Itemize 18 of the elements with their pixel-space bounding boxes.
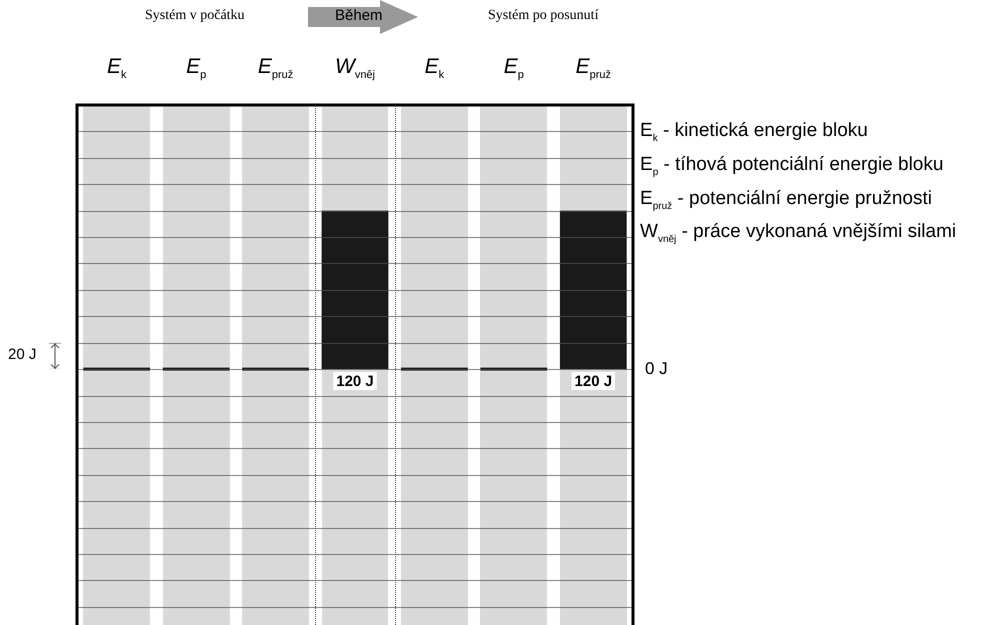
x-tick-label: W$_{vněj}$ <box>334 55 376 82</box>
text: 0 J <box>645 359 668 380</box>
data-label: 120 J <box>336 373 374 390</box>
text: E$_{k}$ - kinetická energie bloku <box>640 119 869 146</box>
text: Systém po posunutí <box>488 8 598 24</box>
text: 20 J <box>8 346 36 363</box>
x-tick-label: E$_{p}$ <box>502 55 525 82</box>
x-tick-label: E$_{pruž}$ <box>256 55 294 82</box>
x-tick-label: E$_{pruž}$ <box>574 55 612 82</box>
x-tick-label: E$_{p}$ <box>185 55 208 82</box>
text: E$_{pruž}$ - potenciální energie pružnosti <box>640 186 933 214</box>
data-label: 120 J <box>574 373 612 390</box>
text: Během <box>335 7 383 24</box>
text: E$_{p}$ - tíhová potenciální energie bloku <box>640 152 944 180</box>
text: Systém v počátku <box>145 8 245 24</box>
x-tick-label: E$_{k}$ <box>424 55 446 82</box>
text: W$_{vněj}$ - práce vykonaná vnějšími silami <box>640 220 958 248</box>
x-tick-label: E$_{k}$ <box>106 55 128 82</box>
